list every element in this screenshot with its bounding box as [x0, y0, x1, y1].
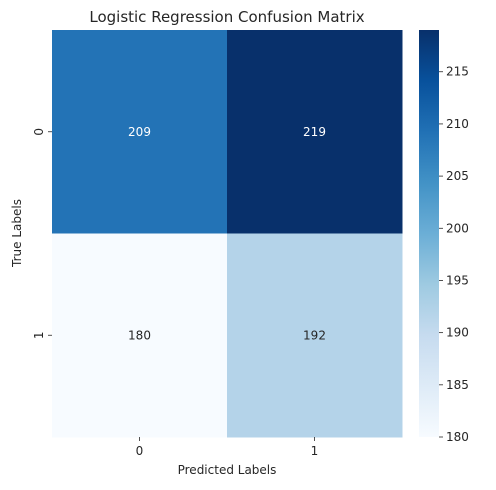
heatmap-cell [227, 30, 403, 234]
colorbar-tick-label: 215 [446, 65, 469, 79]
y-axis-label: True Labels [10, 199, 24, 268]
colorbar-tick-label: 180 [446, 430, 469, 444]
colorbar [419, 30, 439, 437]
heatmap-cell-labels: 209 219 180 192 [128, 125, 326, 343]
colorbar-ticks: 180 185 190 195 200 205 210 215 [439, 65, 469, 444]
colorbar-tick-label: 195 [446, 273, 469, 287]
heatmap-cell [52, 233, 228, 438]
cell-value-label: 219 [303, 125, 326, 139]
y-axis: 01 [32, 128, 52, 339]
chart-title: Logistic Regression Confusion Matrix [89, 8, 364, 26]
y-tick-label: 0 [32, 128, 46, 136]
colorbar-tick-label: 200 [446, 221, 469, 235]
heatmap-cell [52, 30, 228, 234]
colorbar-tick-label: 190 [446, 326, 469, 340]
heatmap-cells [52, 30, 403, 438]
x-tick-label: 0 [136, 444, 144, 458]
x-tick-label: 1 [311, 444, 319, 458]
colorbar-tick-label: 210 [446, 117, 469, 131]
heatmap-cell [227, 233, 403, 438]
x-axis-label: Predicted Labels [178, 463, 277, 477]
cell-value-label: 209 [128, 125, 151, 139]
y-tick-label: 1 [32, 331, 46, 339]
colorbar-tick-label: 185 [446, 378, 469, 392]
colorbar-tick-label: 205 [446, 169, 469, 183]
cell-value-label: 180 [128, 328, 151, 342]
cell-value-label: 192 [303, 328, 326, 342]
